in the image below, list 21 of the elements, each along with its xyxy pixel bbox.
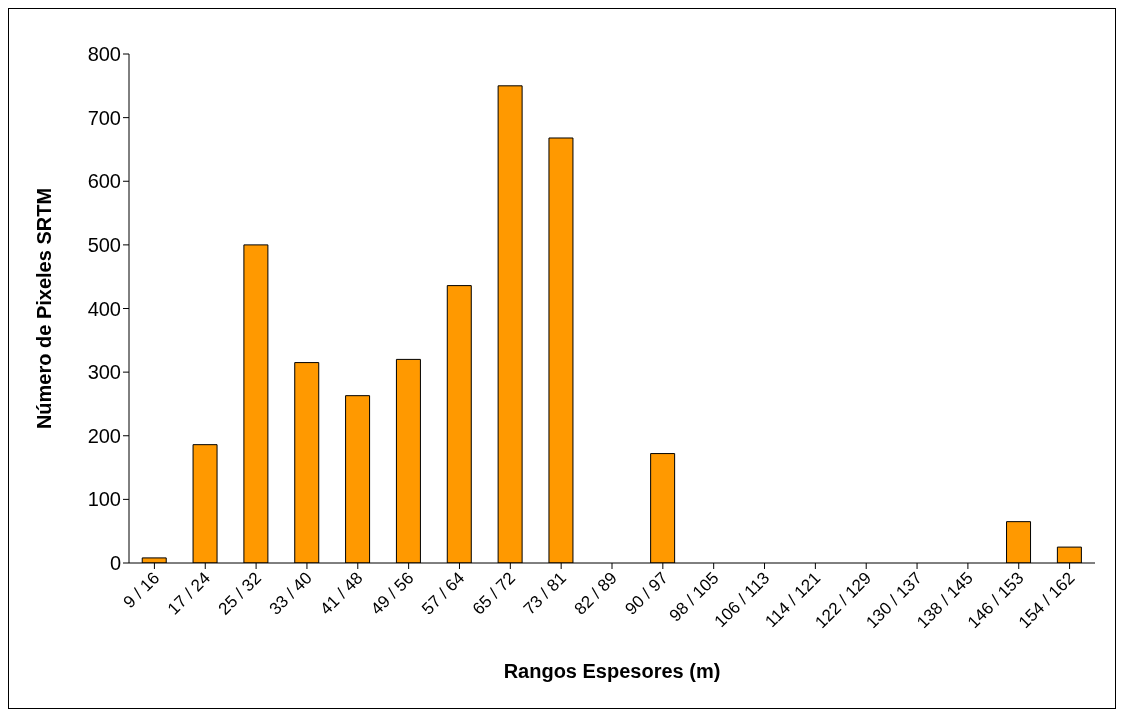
x-axis-title: Rangos Espesores (m) (503, 660, 721, 682)
y-tick-label: 200 (87, 424, 121, 447)
y-tick-label: 500 (87, 233, 121, 256)
x-tick-label: 49 / 56 (367, 568, 418, 619)
y-tick-label: 700 (87, 106, 121, 129)
x-tick-label: 17 / 24 (163, 568, 215, 619)
y-tick-label: 100 (87, 488, 121, 511)
y-tick-label: 0 (109, 552, 121, 575)
x-tick-label: 41 / 48 (316, 568, 367, 619)
x-tick-label: 25 / 32 (214, 568, 265, 619)
y-tick-label: 800 (87, 43, 121, 66)
y-tick-label: 300 (87, 361, 121, 384)
y-tick-label: 400 (87, 297, 121, 320)
x-tick-label: 73 / 81 (519, 568, 570, 619)
x-tick-label: 82 / 89 (570, 568, 621, 619)
y-tick-label: 600 (87, 170, 121, 193)
x-tick-label: 9 / 16 (119, 568, 164, 612)
x-tick-label: 65 / 72 (468, 568, 520, 619)
y-axis-title: Número de Pixeles SRTM (33, 187, 56, 430)
x-tick-label: 57 / 64 (418, 568, 469, 619)
x-tick-label: 33 / 40 (265, 568, 316, 619)
